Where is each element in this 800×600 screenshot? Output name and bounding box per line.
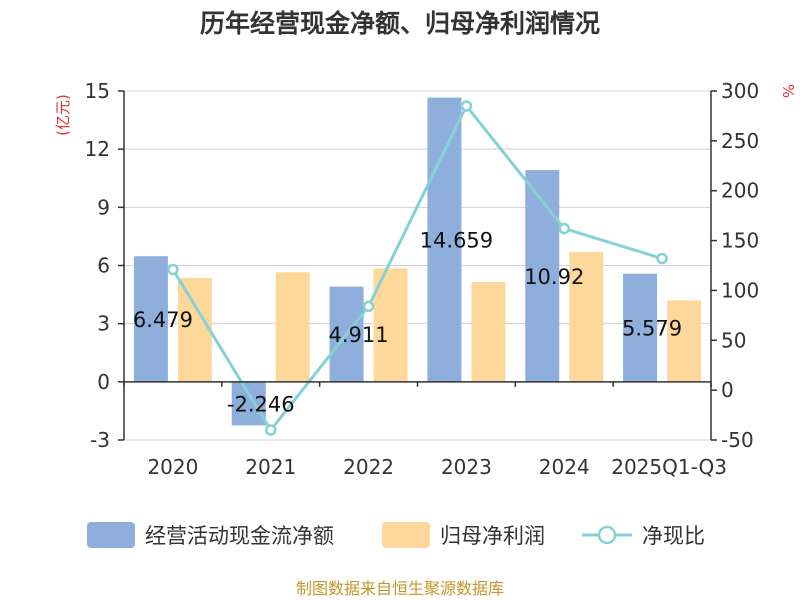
gridlines xyxy=(124,90,711,441)
left-axis-unit: (亿元) xyxy=(54,94,72,136)
net-profit-bar xyxy=(569,251,604,382)
category-label: 2020 xyxy=(147,455,198,479)
right-tick-label: 250 xyxy=(721,129,759,153)
legend: 经营活动现金流净额 归母净利润 净现比 xyxy=(87,522,705,548)
net-profit-bar xyxy=(667,300,702,382)
legend-label: 净现比 xyxy=(642,524,705,548)
cashflow-data-label: 10.92 xyxy=(524,265,584,289)
cash-ratio-point xyxy=(167,263,179,276)
legend-label: 经营活动现金流净额 xyxy=(145,524,334,548)
source-note: 制图数据来自恒生聚源数据库 xyxy=(296,579,504,598)
chart-title: 历年经营现金净额、归母净利润情况 xyxy=(200,9,600,38)
left-tick-label: 12 xyxy=(85,137,110,161)
cashflow-data-label: 6.479 xyxy=(133,308,193,332)
category-label: 2024 xyxy=(539,455,590,479)
cashflow-data-label: 14.659 xyxy=(420,229,493,253)
category-label: 2025Q1-Q3 xyxy=(611,455,727,479)
left-tick-label: 6 xyxy=(97,254,110,278)
right-tick-label: 200 xyxy=(721,179,759,203)
cashflow-data-label: -2.246 xyxy=(227,393,295,417)
data-labels: 6.479 -2.246 4.911 14.659 10.92 5.579 xyxy=(133,229,682,417)
left-tick-label: -3 xyxy=(90,428,110,452)
cashflow-data-label: 5.579 xyxy=(622,317,682,341)
category-label: 2022 xyxy=(343,455,394,479)
line-series xyxy=(167,100,668,436)
cash-ratio-point xyxy=(362,300,375,313)
cash-ratio-line xyxy=(171,103,663,433)
net-profit-bar xyxy=(177,278,212,382)
axes: 15 12 9 6 3 0 -3 300 250 200 150 100 50 0 -50 2020 2021 2… xyxy=(85,79,760,479)
category-label: 2023 xyxy=(441,455,492,479)
cashflow-bar xyxy=(623,273,658,382)
left-tick-label: 15 xyxy=(85,79,110,103)
left-tick-label: 9 xyxy=(97,195,110,219)
cashflow-bar xyxy=(525,170,560,382)
left-tick-label: 3 xyxy=(97,312,110,336)
cashflow-bar xyxy=(133,256,168,382)
cashflow-data-label: 4.911 xyxy=(329,323,389,347)
right-tick-label: 50 xyxy=(721,328,746,352)
cashflow-bar xyxy=(231,381,266,426)
bar-marks xyxy=(133,97,702,426)
cashflow-bar xyxy=(427,97,462,382)
left-tick-label: 0 xyxy=(97,370,110,394)
cash-ratio-point xyxy=(460,100,473,112)
cash-ratio-point xyxy=(558,222,570,235)
category-label: 2021 xyxy=(245,455,296,479)
net-profit-bar xyxy=(275,272,310,382)
legend-label: 归母净利润 xyxy=(440,524,545,548)
net-profit-bar xyxy=(471,281,506,382)
legend-swatch xyxy=(382,522,430,548)
right-tick-label: -50 xyxy=(721,428,754,452)
right-tick-label: 100 xyxy=(721,278,759,302)
legend-swatch xyxy=(87,522,135,548)
cash-ratio-point xyxy=(656,252,668,265)
right-tick-label: 300 xyxy=(721,79,759,103)
cash-ratio-point xyxy=(265,424,277,436)
right-tick-label: 0 xyxy=(721,378,734,402)
right-axis-unit: % xyxy=(779,84,797,98)
right-tick-label: 150 xyxy=(721,229,759,253)
legend-line-marker xyxy=(597,525,617,545)
